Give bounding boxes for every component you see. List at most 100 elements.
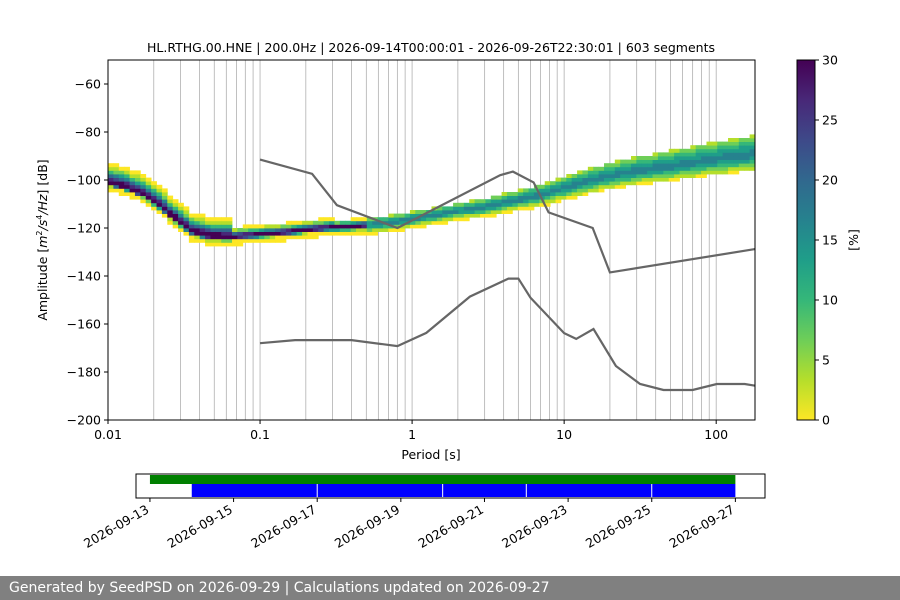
psd-heatmap-cell <box>318 231 325 236</box>
psd-heatmap-cell <box>523 199 529 204</box>
psd-heatmap-cell <box>118 166 125 171</box>
psd-heatmap-cell <box>436 210 443 214</box>
psd-heatmap-cell <box>690 152 697 157</box>
nhnm-line <box>259 158 756 274</box>
psd-heatmap-cell <box>695 170 702 175</box>
psd-heatmap-cell <box>668 174 675 178</box>
psd-heatmap-cell <box>296 224 303 229</box>
psd-heatmap-cell <box>226 228 233 232</box>
psd-heatmap-cell <box>431 220 438 225</box>
psd-heatmap-cell <box>134 188 141 193</box>
psd-heatmap-cell <box>490 206 497 211</box>
psd-heatmap-cell <box>523 195 529 200</box>
psd-heatmap-cell <box>226 235 233 240</box>
psd-heatmap-cell <box>447 217 454 222</box>
psd-heatmap-cell <box>118 177 125 182</box>
colorbar-tick-label: 25 <box>822 113 838 128</box>
psd-heatmap-cell <box>695 145 702 150</box>
psd-heatmap-cell <box>474 210 481 214</box>
psd-heatmap-cell <box>453 210 459 214</box>
psd-heatmap-cell <box>647 177 653 182</box>
psd-heatmap-cell <box>194 238 201 243</box>
psd-heatmap-cell <box>264 231 271 236</box>
psd-heatmap-cell <box>555 177 562 182</box>
data-timeline: 2026-09-13 2026-09-15 2026-09-17 2026-09-19… <box>81 473 766 551</box>
psd-heatmap-cell <box>194 231 201 236</box>
psd-heatmap-cell <box>679 159 686 164</box>
psd-heatmap-cell <box>453 217 459 222</box>
psd-heatmap-cell <box>652 152 659 157</box>
y-axis-ticks: −200 −180 −160 −140 −120 −100 −80 −60 <box>67 77 108 428</box>
psd-heatmap-cell <box>625 181 632 186</box>
timeline-tick-label: 2026-09-17 <box>248 502 318 551</box>
psd-heatmap-cell <box>614 159 621 164</box>
psd-heatmap-cell <box>285 235 292 240</box>
psd-heatmap-cell <box>172 217 179 222</box>
psd-heatmap-cell <box>641 181 648 186</box>
psd-heatmap-cell <box>566 188 573 193</box>
psd-heatmap-cell <box>604 174 610 178</box>
psd-heatmap-cell <box>480 210 486 214</box>
psd-heatmap-cell <box>722 156 729 160</box>
psd-heatmap-cell <box>307 228 314 232</box>
psd-heatmap-cell <box>312 228 319 232</box>
psd-heatmap-cell <box>695 156 702 160</box>
psd-heatmap-cell <box>566 184 573 189</box>
psd-heatmap-cell <box>496 199 502 204</box>
colorbar-gradient <box>796 59 816 421</box>
psd-heatmap-cell <box>210 235 217 240</box>
psd-heatmap-cell <box>178 210 184 214</box>
psd-heatmap-cell <box>436 213 443 218</box>
psd-heatmap-cell <box>167 217 174 222</box>
psd-heatmap-cell <box>221 224 228 229</box>
psd-heatmap-cell <box>501 199 508 204</box>
psd-heatmap-cell <box>614 177 621 182</box>
psd-heatmap-cell <box>178 202 184 207</box>
psd-heatmap-cell <box>539 184 546 189</box>
psd-heatmap-cell <box>636 181 643 186</box>
psd-heatmap-cell <box>744 141 751 146</box>
psd-heatmap-cell <box>695 148 702 153</box>
psd-heatmap-cell <box>728 159 734 164</box>
psd-heatmap-cell <box>517 192 524 196</box>
psd-heatmap-cell <box>436 217 443 222</box>
psd-heatmap-cell <box>334 228 341 232</box>
psd-heatmap-cell <box>679 148 686 153</box>
psd-heatmap-cell <box>652 163 659 168</box>
psd-heatmap-cell <box>506 199 513 204</box>
psd-heatmap-cell <box>701 170 707 175</box>
timeline-availability-bar <box>149 475 736 484</box>
psd-heatmap-cell <box>275 228 281 232</box>
psd-heatmap-cell <box>377 220 384 225</box>
psd-heatmap-cell <box>269 231 276 236</box>
psd-heatmap-cell <box>210 231 217 236</box>
psd-heatmap-cell <box>657 177 664 182</box>
timeline-psd-bar <box>191 484 736 497</box>
psd-heatmap-cell <box>749 141 756 146</box>
psd-heatmap-cell <box>366 220 373 225</box>
psd-heatmap-cell <box>496 206 502 211</box>
psd-heatmap-cell <box>711 156 718 160</box>
psd-heatmap-cell <box>701 152 707 157</box>
psd-heatmap-cell <box>668 159 675 164</box>
psd-heatmap-cell <box>447 210 454 214</box>
psd-heatmap-cell <box>469 206 476 211</box>
psd-heatmap-cell <box>237 228 244 232</box>
psd-heatmap-cell <box>248 238 254 243</box>
psd-heatmap-cell <box>280 224 287 229</box>
psd-heatmap-cell <box>151 184 157 189</box>
timeline-tick-label: 2026-09-27 <box>666 502 736 551</box>
psd-heatmap-cell <box>571 195 578 200</box>
psd-heatmap-cell <box>744 138 751 142</box>
psd-heatmap-cell <box>329 224 335 229</box>
psd-heatmap-cell <box>151 188 157 193</box>
psd-heatmap-cell <box>738 156 745 160</box>
psd-heatmap-cell <box>237 242 244 247</box>
psd-heatmap-cell <box>463 217 470 222</box>
psd-heatmap-cell <box>134 181 141 186</box>
psd-heatmap-cell <box>647 166 653 171</box>
psd-heatmap-cell <box>350 231 357 236</box>
psd-heatmap-cell <box>129 184 136 189</box>
psd-heatmap-cell <box>167 210 174 214</box>
psd-heatmap-cell <box>188 213 195 218</box>
